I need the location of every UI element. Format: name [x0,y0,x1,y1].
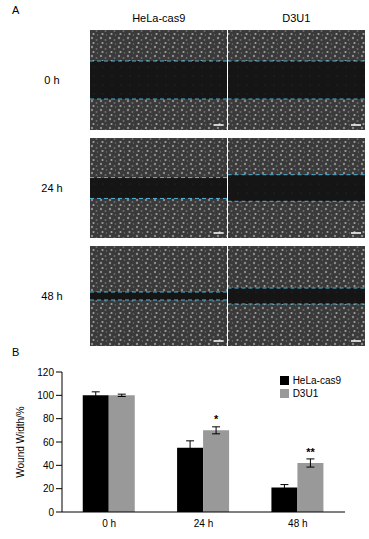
svg-text:48 h: 48 h [41,290,62,302]
svg-text:24 h: 24 h [41,182,62,194]
svg-text:0: 0 [48,507,54,518]
svg-text:120: 120 [37,367,54,378]
svg-text:**: ** [306,446,315,458]
svg-text:24 h: 24 h [194,518,213,529]
svg-text:Wound Width/%: Wound Width/% [15,406,26,478]
svg-text:HeLa-cas9: HeLa-cas9 [132,12,185,24]
svg-text:40: 40 [43,460,55,471]
html-text:HeLa-cas9: HeLa-cas9 [292,375,341,386]
svg-text:*: * [214,413,219,425]
html-text:B: B [12,346,20,358]
html-text:D3U1: D3U1 [292,388,319,399]
svg-text:A: A [12,4,20,16]
svg-text:60: 60 [43,437,55,448]
svg-text:0 h: 0 h [102,518,116,529]
svg-text:20: 20 [43,483,55,494]
svg-text:80: 80 [43,413,55,424]
svg-text:D3U1: D3U1 [282,12,310,24]
svg-text:48 h: 48 h [288,518,307,529]
svg-text:0 h: 0 h [44,74,59,86]
svg-text:100: 100 [37,390,54,401]
